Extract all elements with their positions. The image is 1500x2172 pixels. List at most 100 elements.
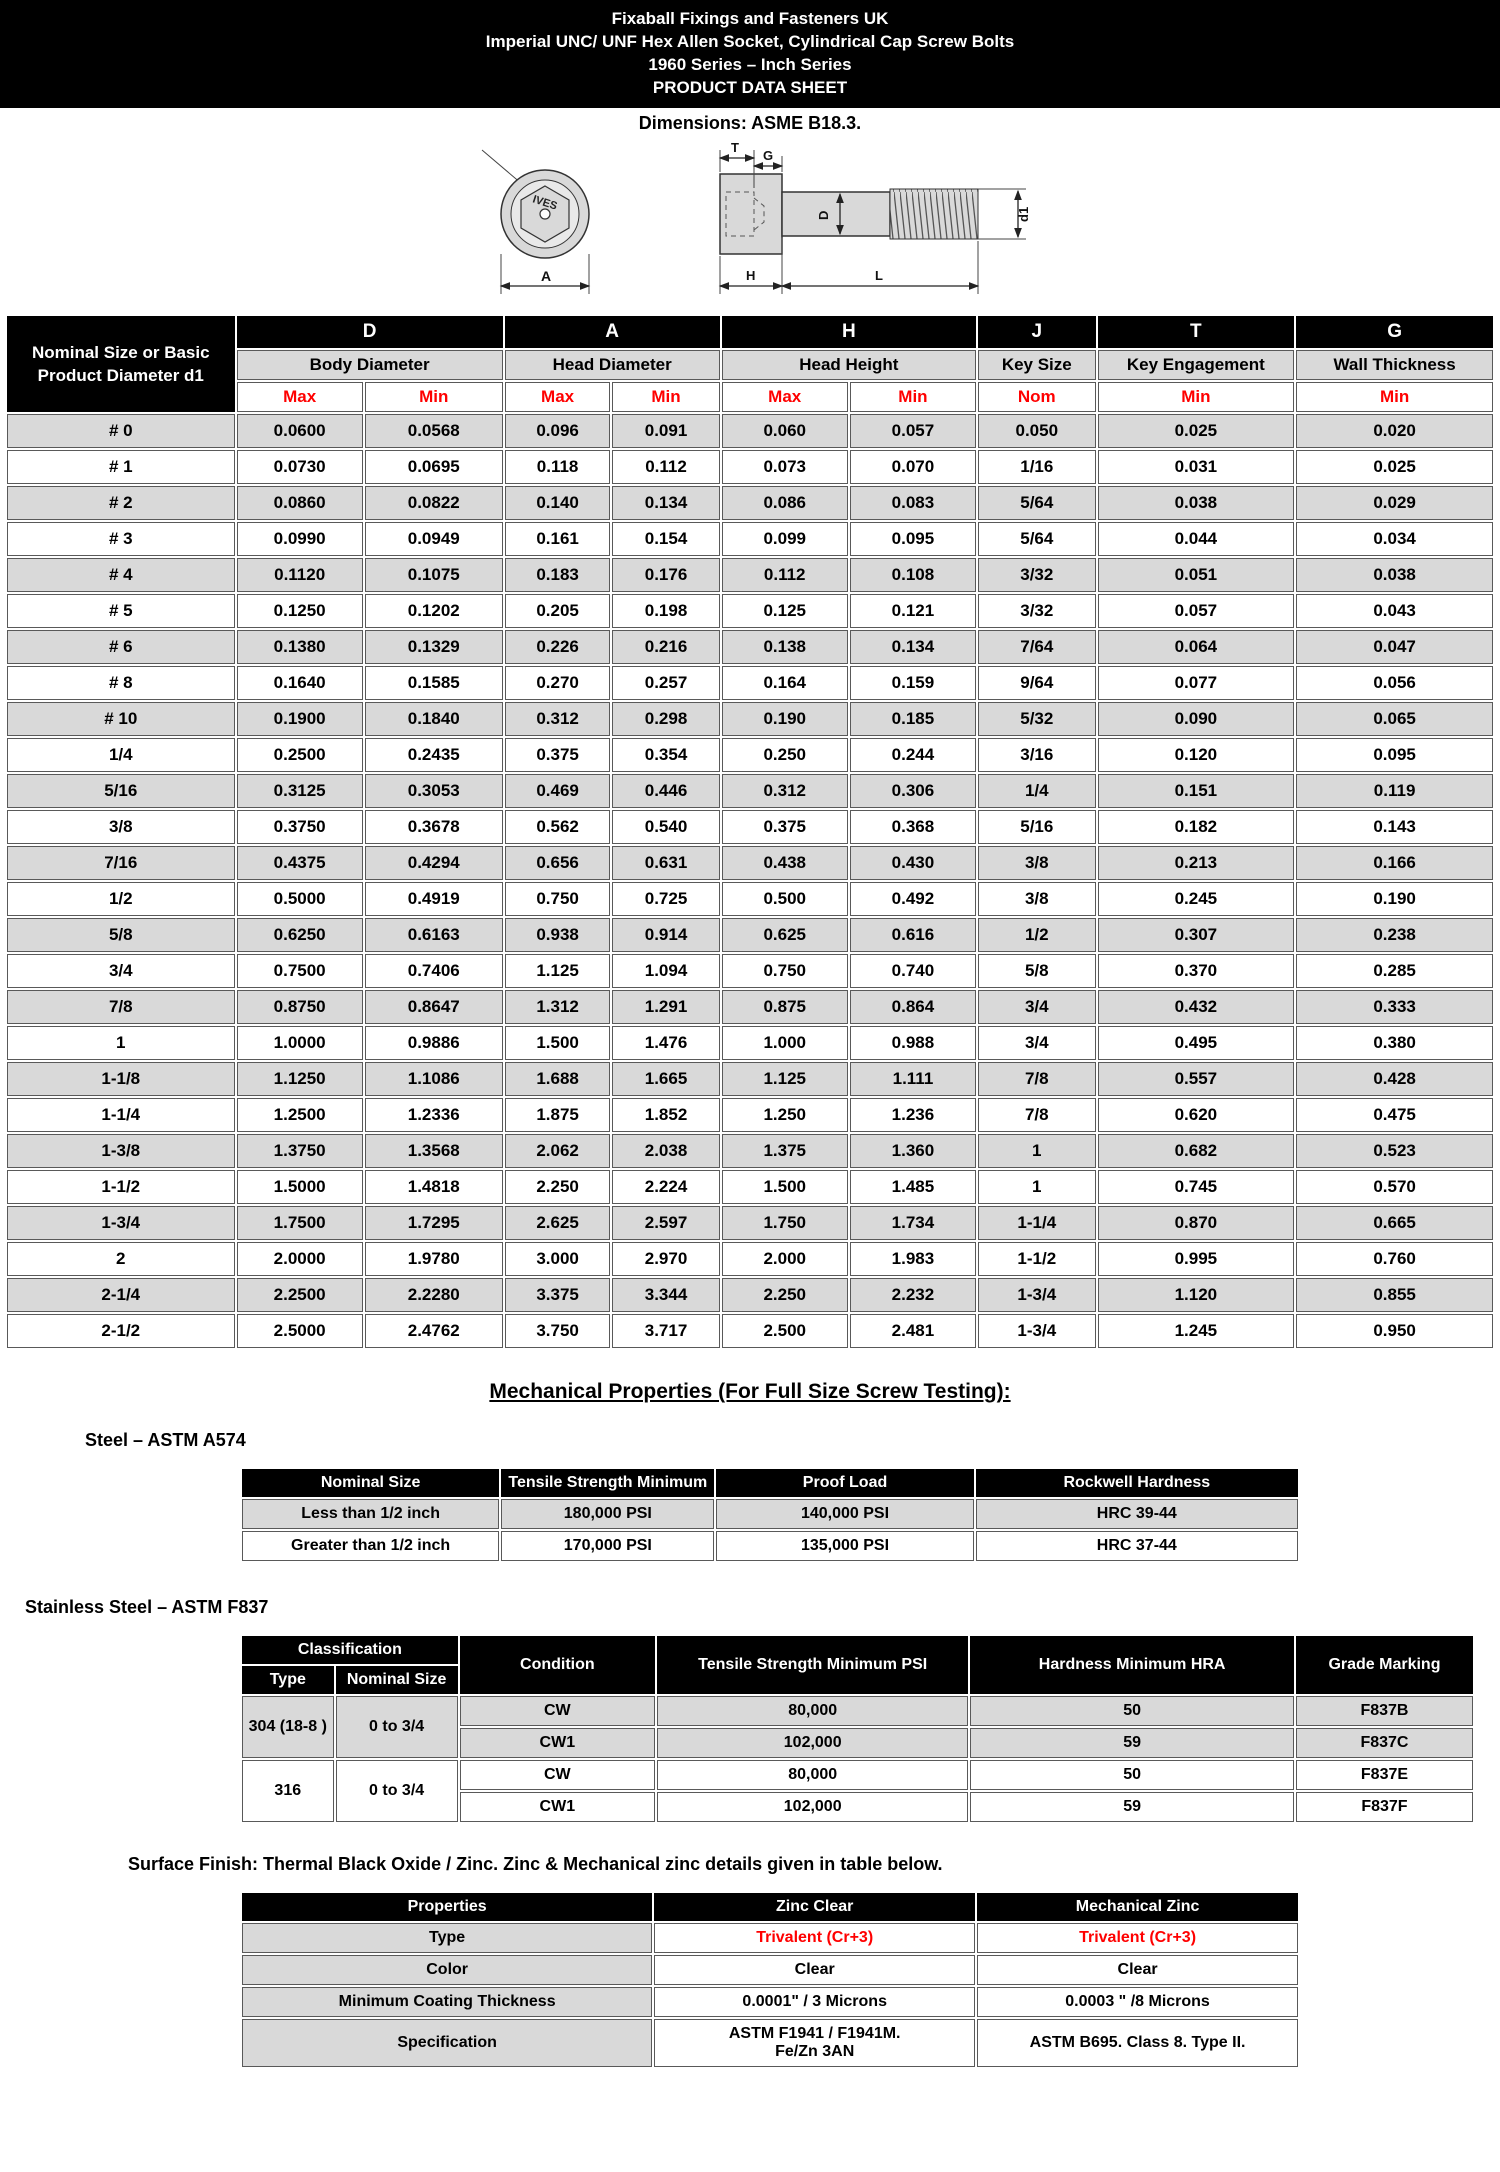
dim-value-cell: 0.166 [1296,846,1493,880]
stainless-hardness-cell: 50 [970,1760,1294,1790]
ss-header-hardness: Hardness Minimum HRA [970,1636,1294,1694]
dim-value-cell: 3/32 [978,594,1096,628]
col-name-key-engagement: Key Engagement [1097,350,1295,380]
head-end-view: IVES A [481,149,591,294]
dim-value-cell: 0.333 [1296,990,1493,1024]
dim-row: 2-1/2 2.5000 2.4762 3.750 3.717 2.500 2.481 1-3… [7,1314,1493,1348]
dim-value-cell: 7/64 [978,630,1096,664]
dim-row: # 6 0.1380 0.1329 0.226 0.216 0.138 0.134 7/64 0… [7,630,1493,664]
stainless-row: CW1 102,000 59 F837F [242,1792,1473,1822]
dim-value-cell: 0.0860 [236,486,363,520]
steel-row: Greater than 1/2 inch 170,000 PSI 135,000 … [242,1531,1298,1561]
col-name-head-diameter: Head Diameter [504,350,720,380]
dim-value-cell: 2.224 [612,1170,720,1204]
dim-value-cell: 1.1250 [236,1062,363,1096]
dim-value-cell: 1.125 [504,954,611,988]
dim-value-cell: 3/32 [978,558,1096,592]
finish-row: Minimum Coating Thickness 0.0001" / 3 Mic… [242,1987,1298,2017]
dim-value-cell: 1-1/2 [978,1242,1096,1276]
sub-header-min: Min [1097,382,1295,412]
dim-value-cell: 1/16 [978,450,1096,484]
stainless-condition-cell: CW1 [459,1792,656,1822]
dim-value-cell: 7/8 [978,1062,1096,1096]
dim-value-cell: 0.864 [849,990,977,1024]
dim-value-cell: 0.025 [1296,450,1493,484]
dim-size-cell: 7/16 [7,846,235,880]
steel-value-cell: HRC 39-44 [975,1499,1298,1529]
dim-value-cell: 2.625 [504,1206,611,1240]
stainless-section-title: Stainless Steel – ASTM F837 [25,1597,269,1617]
dim-value-cell: 2.970 [612,1242,720,1276]
dim-value-cell: 0.031 [1097,450,1295,484]
steel-size-cell: Greater than 1/2 inch [242,1531,500,1561]
dim-value-cell: 0.523 [1296,1134,1493,1168]
dim-value-cell: 1.476 [612,1026,720,1060]
dim-value-cell: 0.270 [504,666,611,700]
sub-header-nom: Nom [978,382,1096,412]
dim-value-cell: 0.0568 [364,414,503,448]
dim-value-cell: 0.495 [1097,1026,1295,1060]
dim-size-cell: 1/2 [7,882,235,916]
dim-value-cell: 0.250 [721,738,848,772]
dim-value-cell: 1.3750 [236,1134,363,1168]
dim-value-cell: 0.432 [1097,990,1295,1024]
dim-value-cell: 5/32 [978,702,1096,736]
company-name: Fixaball Fixings and Fasteners UK [611,9,889,28]
dim-value-cell: 0.3678 [364,810,503,844]
dim-value-cell: 2.250 [504,1170,611,1204]
sub-header-max: Max [236,382,363,412]
sub-header-min: Min [1296,382,1493,412]
dim-value-cell: 0.1640 [236,666,363,700]
dim-value-cell: 2.481 [849,1314,977,1348]
steel-properties-table: Nominal Size Tensile Strength Minimum Pr… [240,1467,1300,1563]
dim-row: 7/8 0.8750 0.8647 1.312 1.291 0.875 0.864 3/4 0.… [7,990,1493,1024]
finish-header-mechanical-zinc: Mechanical Zinc [977,1893,1298,1921]
dim-value-cell: 0.164 [721,666,848,700]
dim-value-cell: 0.0730 [236,450,363,484]
steel-row: Less than 1/2 inch 180,000 PSI 140,000 PSI… [242,1499,1298,1529]
side-view: T G D d1 H L [718,140,1031,294]
dim-value-cell: 1/4 [978,774,1096,808]
dim-value-cell: 0.656 [504,846,611,880]
ss-header-classification: Classification [242,1636,458,1664]
dim-size-cell: # 8 [7,666,235,700]
dim-value-cell: 0.0822 [364,486,503,520]
dim-value-cell: 2.0000 [236,1242,363,1276]
dim-size-cell: 3/4 [7,954,235,988]
dim-value-cell: 1.245 [1097,1314,1295,1348]
dim-value-cell: 0.1075 [364,558,503,592]
ss-header-grade: Grade Marking [1295,1636,1473,1694]
dim-value-cell: 3.375 [504,1278,611,1312]
stainless-row: 304 (18-8 ) 0 to 3/4 CW 80,000 50 F837B [242,1696,1473,1758]
finish-property-cell: Specification [242,2019,653,2067]
dimension-table: Nominal Size or Basic Product Diameter d… [5,314,1495,1350]
finish-header-properties: Properties [242,1893,653,1921]
dim-value-cell: 1.875 [504,1098,611,1132]
stainless-type-cell: 316 [242,1760,334,1822]
dim-value-cell: 0.198 [612,594,720,628]
dim-value-cell: 2.500 [721,1314,848,1348]
dim-size-cell: 2 [7,1242,235,1276]
dim-value-cell: 0.244 [849,738,977,772]
dim-size-cell: # 5 [7,594,235,628]
stainless-nominal-cell: 0 to 3/4 [335,1760,458,1822]
dim-value-cell: 1.236 [849,1098,977,1132]
dim-value-cell: 0.182 [1097,810,1295,844]
ss-header-nominal-size: Nominal Size [335,1666,458,1694]
finish-zinc-clear-cell: 0.0001" / 3 Microns [654,1987,976,2017]
dim-label-d: D [816,211,831,220]
dim-value-cell: 0.500 [721,882,848,916]
finish-zinc-clear-cell: Trivalent (Cr+3) [654,1923,976,1953]
dim-value-cell: 1.375 [721,1134,848,1168]
dim-value-cell: 0.7500 [236,954,363,988]
product-data-sheet: Fixaball Fixings and Fasteners UK Imperi… [0,0,1500,2069]
dim-value-cell: 0.083 [849,486,977,520]
mechanical-properties-heading: Mechanical Properties (For Full Size Scr… [489,1380,1011,1403]
dim-value-cell: 0.8750 [236,990,363,1024]
col-group-a: A [504,316,720,348]
dim-row: 2 2.0000 1.9780 3.000 2.970 2.000 1.983 1-1/2 0.… [7,1242,1493,1276]
dim-value-cell: 0.8647 [364,990,503,1024]
steel-size-cell: Less than 1/2 inch [242,1499,500,1529]
dim-value-cell: 0.682 [1097,1134,1295,1168]
dim-size-cell: # 2 [7,486,235,520]
